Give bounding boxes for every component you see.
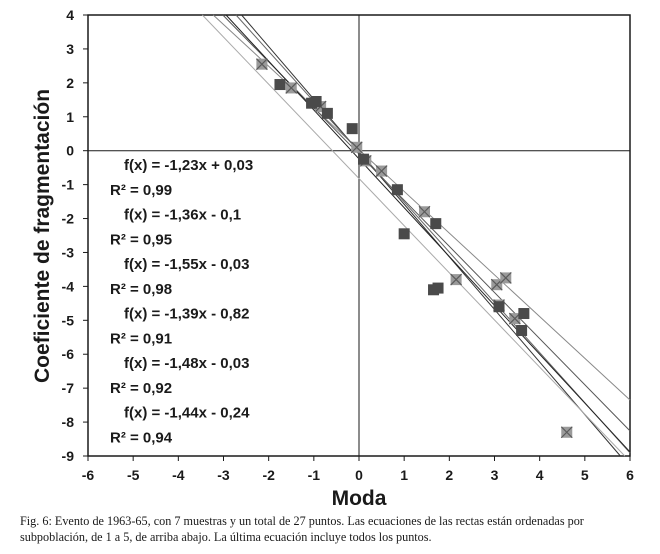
marker-cross bbox=[418, 205, 431, 218]
data-point-dark bbox=[310, 96, 322, 108]
x-tick-label: -5 bbox=[127, 467, 140, 483]
data-point-dark bbox=[518, 308, 530, 320]
x-tick-label: -1 bbox=[308, 467, 321, 483]
equation-label: f(x) = -1,55x - 0,03 bbox=[124, 256, 249, 273]
x-tick-label: 4 bbox=[536, 467, 544, 483]
y-tick-label: -1 bbox=[62, 177, 75, 193]
scatter-chart: -6 -5 -4 -3 -2 -1 0 1 2 3 4 5 6 4 3 2 1 0 -1 -2 -3 -4 -5 -6 -7 -… bbox=[31, 7, 634, 510]
equation-labels: f(x) = -1,23x + 0,03 R² = 0,99 f(x) = -1,3… bbox=[110, 157, 253, 447]
y-tick-label: -9 bbox=[62, 448, 75, 464]
equation-label: f(x) = -1,23x + 0,03 bbox=[124, 157, 253, 174]
data-point-dark bbox=[493, 301, 505, 313]
equation-label: f(x) = -1,39x - 0,82 bbox=[124, 306, 249, 323]
marker-cross bbox=[499, 271, 512, 284]
y-tick-labels: 4 3 2 1 0 -1 -2 -3 -4 -5 -6 -7 -8 -9 bbox=[62, 7, 88, 464]
y-tick-label: -3 bbox=[62, 244, 75, 260]
x-tick-label: 6 bbox=[626, 467, 634, 483]
regression-line bbox=[235, 14, 631, 454]
data-point-dark bbox=[346, 123, 358, 135]
marker-cross bbox=[255, 58, 268, 71]
x-tick-labels: -6 -5 -4 -3 -2 -1 0 1 2 3 4 5 6 bbox=[82, 456, 634, 483]
data-point-light bbox=[418, 205, 431, 218]
y-tick-label: -5 bbox=[62, 312, 75, 328]
x-tick-label: -2 bbox=[262, 467, 275, 483]
y-tick-label: -6 bbox=[62, 346, 75, 362]
r2-label: R² = 0,94 bbox=[110, 430, 173, 447]
marker-cross bbox=[375, 165, 388, 177]
data-point-dark bbox=[516, 324, 528, 336]
marker-cross bbox=[285, 82, 298, 94]
marker-cross bbox=[450, 273, 463, 286]
equation-label: f(x) = -1,44x - 0,24 bbox=[124, 405, 250, 422]
figure-caption: Fig. 6: Evento de 1963-65, con 7 muestra… bbox=[20, 514, 584, 544]
y-tick-label: -7 bbox=[62, 380, 75, 396]
equation-label: f(x) = -1,36x - 0,1 bbox=[124, 207, 241, 224]
data-point-dark bbox=[398, 228, 410, 240]
data-points bbox=[255, 58, 573, 439]
y-axis-title: Coeficiente de fragmentación bbox=[31, 89, 54, 383]
regression-line bbox=[241, 14, 621, 457]
x-tick-label: 0 bbox=[355, 467, 363, 483]
y-tick-label: 3 bbox=[66, 41, 74, 57]
marker-cross bbox=[560, 426, 573, 439]
marker-cross bbox=[350, 141, 363, 154]
x-tick-label: -6 bbox=[82, 467, 95, 483]
data-point-dark bbox=[321, 107, 333, 119]
regression-line bbox=[202, 14, 626, 457]
r2-label: R² = 0,91 bbox=[110, 331, 172, 348]
y-tick-label: 0 bbox=[66, 143, 74, 159]
x-tick-label: 1 bbox=[400, 467, 408, 483]
data-point-light bbox=[499, 271, 512, 284]
x-tick-label: 3 bbox=[491, 467, 499, 483]
equation-label: f(x) = -1,48x - 0,03 bbox=[124, 355, 249, 372]
data-point-dark bbox=[358, 153, 370, 165]
data-point-light bbox=[450, 273, 463, 286]
data-point-light bbox=[560, 426, 573, 439]
data-point-dark bbox=[391, 184, 403, 196]
y-tick-label: 2 bbox=[66, 75, 74, 91]
data-point-dark bbox=[274, 79, 286, 91]
x-tick-label: -3 bbox=[217, 467, 230, 483]
data-point-light bbox=[350, 141, 363, 154]
regression-line bbox=[225, 14, 631, 453]
r2-label: R² = 0,99 bbox=[110, 182, 172, 199]
x-tick-label: 5 bbox=[581, 467, 589, 483]
r2-label: R² = 0,98 bbox=[110, 281, 172, 298]
regression-lines bbox=[202, 14, 631, 457]
y-tick-label: -2 bbox=[62, 211, 75, 227]
y-tick-label: -8 bbox=[62, 414, 75, 430]
r2-label: R² = 0,92 bbox=[110, 380, 172, 397]
x-axis-title: Moda bbox=[332, 487, 387, 510]
data-point-light bbox=[375, 165, 388, 177]
x-tick-label: -4 bbox=[172, 467, 185, 483]
r2-label: R² = 0,95 bbox=[110, 232, 172, 249]
y-tick-label: 1 bbox=[66, 109, 74, 125]
data-point-light bbox=[255, 58, 268, 71]
data-point-dark bbox=[432, 282, 444, 294]
x-tick-label: 2 bbox=[445, 467, 453, 483]
y-tick-label: -4 bbox=[62, 278, 75, 294]
data-point-dark bbox=[430, 218, 442, 230]
y-tick-label: 4 bbox=[66, 7, 74, 23]
data-point-light bbox=[285, 82, 298, 94]
